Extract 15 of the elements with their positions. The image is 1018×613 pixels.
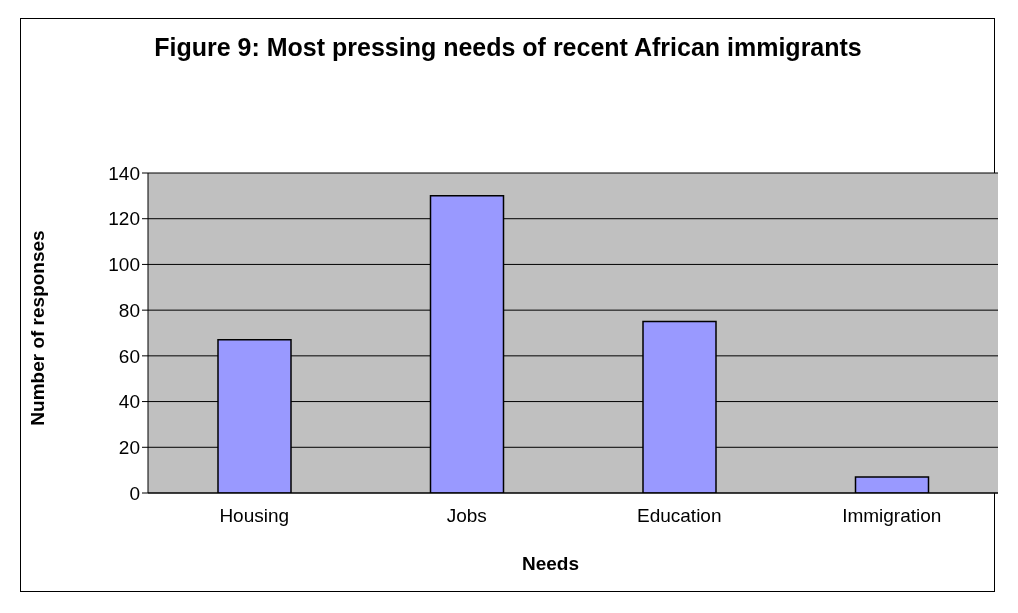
x-tick-label: Education <box>636 505 722 527</box>
x-tick-label: Housing <box>219 505 290 527</box>
y-tick-label: 0 <box>129 482 140 504</box>
y-tick-label: 100 <box>108 254 140 276</box>
y-tick-label: 80 <box>118 299 140 321</box>
chart-title: Figure 9: Most pressing needs of recent African immigrants <box>153 32 863 63</box>
y-tick-label: 60 <box>118 345 140 367</box>
y-axis-title: Number of responses <box>27 230 49 426</box>
y-tick-label: 140 <box>108 162 140 184</box>
y-tick-label: 20 <box>118 437 140 459</box>
x-tick-label: Immigration <box>842 505 942 527</box>
y-tick-label: 120 <box>108 208 140 230</box>
y-tick-label: 40 <box>118 391 140 413</box>
x-axis-title: Needs <box>521 553 580 575</box>
x-tick-label: Jobs <box>446 505 487 527</box>
